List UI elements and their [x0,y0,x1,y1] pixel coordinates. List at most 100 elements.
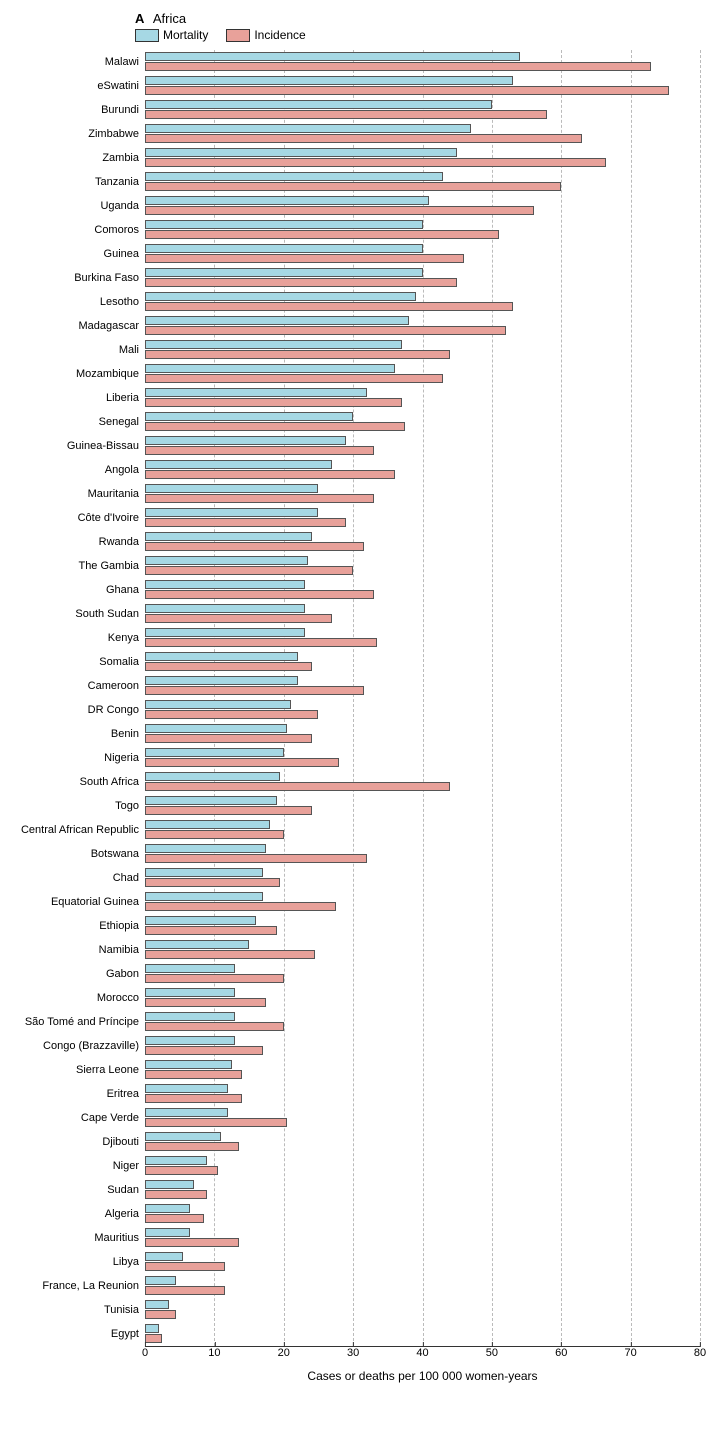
country-label: Somalia [99,656,145,668]
bar-incidence [145,1022,284,1031]
country-label: Djibouti [102,1136,145,1148]
tick-mark [700,1342,701,1347]
country-row: Rwanda [145,530,700,554]
bar-incidence [145,902,336,911]
country-label: Côte d'Ivoire [78,512,145,524]
tick-label: 80 [694,1347,706,1359]
country-label: Kenya [108,632,145,644]
country-row: Senegal [145,410,700,434]
country-row: South Sudan [145,602,700,626]
bar-mortality [145,148,457,157]
x-tick: 20 [278,1347,290,1359]
bar-mortality [145,484,318,493]
country-row: Uganda [145,194,700,218]
country-row: Namibia [145,938,700,962]
legend-label: Mortality [163,28,208,42]
country-label: Libya [113,1256,145,1268]
country-label: France, La Reunion [42,1280,145,1292]
country-label: Sierra Leone [76,1064,145,1076]
bar-mortality [145,1300,169,1309]
country-row: Togo [145,794,700,818]
country-label: Burundi [101,104,145,116]
bar-mortality [145,748,284,757]
bar-mortality [145,1228,190,1237]
bar-incidence [145,830,284,839]
country-label: The Gambia [78,560,145,572]
country-label: Burkina Faso [74,272,145,284]
country-row: Zambia [145,146,700,170]
bar-mortality [145,1252,183,1261]
panel-letter: A [135,11,144,26]
country-label: Guinea [104,248,145,260]
bar-mortality [145,1180,194,1189]
country-row: Lesotho [145,290,700,314]
bar-incidence [145,1118,287,1127]
bar-incidence [145,230,499,239]
country-label: Togo [115,800,145,812]
bar-mortality [145,436,346,445]
bar-mortality [145,1276,176,1285]
country-label: Gabon [106,968,145,980]
bar-incidence [145,614,332,623]
country-row: Comoros [145,218,700,242]
country-label: São Tomé and Príncipe [25,1016,145,1028]
x-axis: 01020304050607080 [145,1347,700,1365]
bar-mortality [145,292,416,301]
bar-mortality [145,52,520,61]
country-row: Kenya [145,626,700,650]
country-row: Madagascar [145,314,700,338]
country-row: Eritrea [145,1082,700,1106]
bar-mortality [145,652,298,661]
country-row: Angola [145,458,700,482]
bar-incidence [145,878,280,887]
bar-incidence [145,422,405,431]
bar-mortality [145,100,492,109]
legend-label: Incidence [254,28,305,42]
country-row: Benin [145,722,700,746]
bar-incidence [145,662,312,671]
country-label: Zambia [102,152,145,164]
bar-incidence [145,1094,242,1103]
country-row: Morocco [145,986,700,1010]
bar-mortality [145,916,256,925]
tick-label: 50 [486,1347,498,1359]
country-label: Senegal [99,416,145,428]
bar-incidence [145,758,339,767]
bar-mortality [145,700,291,709]
bar-incidence [145,254,464,263]
bar-mortality [145,1132,221,1141]
country-row: Cape Verde [145,1106,700,1130]
tick-mark [145,1342,146,1347]
country-row: Botswana [145,842,700,866]
country-row: South Africa [145,770,700,794]
x-tick: 50 [486,1347,498,1359]
bar-incidence [145,398,402,407]
country-row: Mozambique [145,362,700,386]
bar-incidence [145,518,346,527]
bar-mortality [145,772,280,781]
bar-mortality [145,460,332,469]
bar-incidence [145,158,606,167]
bar-incidence [145,782,450,791]
bar-incidence [145,1310,176,1319]
bar-incidence [145,566,353,575]
bar-mortality [145,124,471,133]
panel-header: A Africa [10,10,704,28]
country-label: Eritrea [107,1088,145,1100]
bar-incidence [145,734,312,743]
bar-mortality [145,364,395,373]
bar-incidence [145,1238,239,1247]
bar-mortality [145,172,443,181]
bar-incidence [145,110,547,119]
tick-label: 30 [347,1347,359,1359]
bar-mortality [145,1108,228,1117]
country-label: Zimbabwe [88,128,145,140]
chart-container: A Africa MortalityIncidence MalawieSwati… [0,0,714,1423]
tick-mark [214,1342,215,1347]
bar-mortality [145,676,298,685]
bar-mortality [145,508,318,517]
country-row: Equatorial Guinea [145,890,700,914]
bar-mortality [145,1012,235,1021]
bar-incidence [145,926,277,935]
bar-mortality [145,1204,190,1213]
